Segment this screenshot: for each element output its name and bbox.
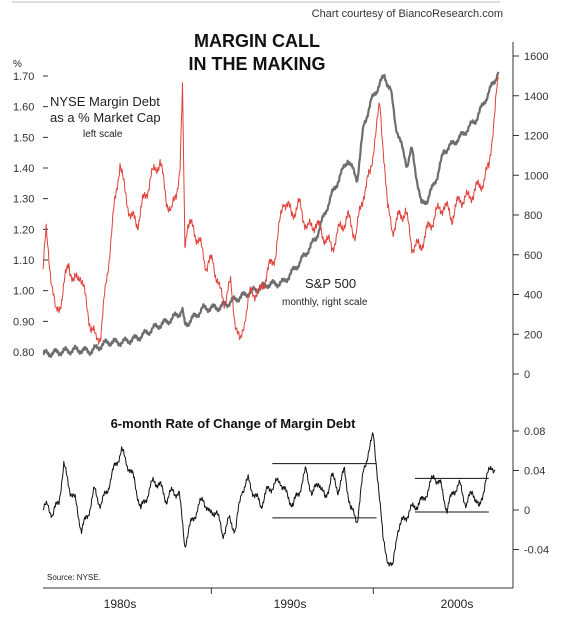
chart-title-line-1: MARGIN CALL — [194, 31, 320, 51]
x-tick-1980s: 1980s — [104, 597, 137, 611]
roc-panel-title: 6-month Rate of Change of Margin Debt — [111, 416, 357, 431]
margin-debt-scale-note: left scale — [83, 129, 123, 140]
right-tick-label: 600 — [524, 250, 542, 262]
left-tick-label: 1.60 — [13, 102, 34, 114]
roc-tick-label: 0.04 — [524, 466, 545, 478]
left-axis-unit: % — [13, 59, 22, 70]
left-tick-label: 0.90 — [13, 316, 34, 328]
left-tick-label: 0.80 — [13, 347, 34, 359]
right-tick-label: 1200 — [524, 131, 548, 143]
right-tick-label: 400 — [524, 290, 542, 302]
x-tick-1990s: 1990s — [274, 597, 307, 611]
chart-title-line-2: IN THE MAKING — [189, 54, 326, 74]
roc-tick-label: -0.04 — [524, 545, 549, 557]
left-tick-label: 1.10 — [13, 255, 34, 267]
chart-credit: Chart courtesy of BiancoResearch.com — [312, 8, 503, 20]
margin-debt-label-line-2: as a % Market Cap — [50, 110, 161, 125]
right-tick-label: 0 — [524, 369, 530, 381]
roc-tick-label: 0 — [524, 505, 530, 517]
left-tick-label: 1.30 — [13, 194, 34, 206]
roc-line — [42, 432, 496, 567]
right-tick-label: 1600 — [524, 51, 548, 63]
left-tick-label: 1.20 — [13, 224, 34, 236]
right-tick-label: 800 — [524, 210, 542, 222]
right-tick-label: 1000 — [524, 170, 548, 182]
left-tick-label: 1.00 — [13, 286, 34, 298]
chart-plot-area: 1.70 1.60 1.50 1.40 1.30 1.20 1.10 1.00 0.90 0.80… — [13, 51, 549, 594]
left-tick-label: 1.70 — [13, 71, 34, 83]
source-note: Source: NYSE. — [47, 573, 101, 582]
left-tick-label: 1.40 — [13, 163, 34, 175]
roc-tick-label: 0.08 — [524, 426, 545, 438]
right-tick-label: 200 — [524, 329, 542, 341]
left-tick-label: 1.50 — [13, 132, 34, 144]
sp500-label: S&P 500 — [305, 276, 356, 291]
margin-debt-line — [42, 75, 499, 345]
x-tick-2000s: 2000s — [441, 597, 474, 611]
right-tick-label: 1400 — [524, 91, 548, 103]
sp500-scale-note: monthly, right scale — [282, 297, 368, 308]
sp500-line — [42, 71, 500, 358]
margin-debt-label-line-1: NYSE Margin Debt — [50, 94, 160, 109]
